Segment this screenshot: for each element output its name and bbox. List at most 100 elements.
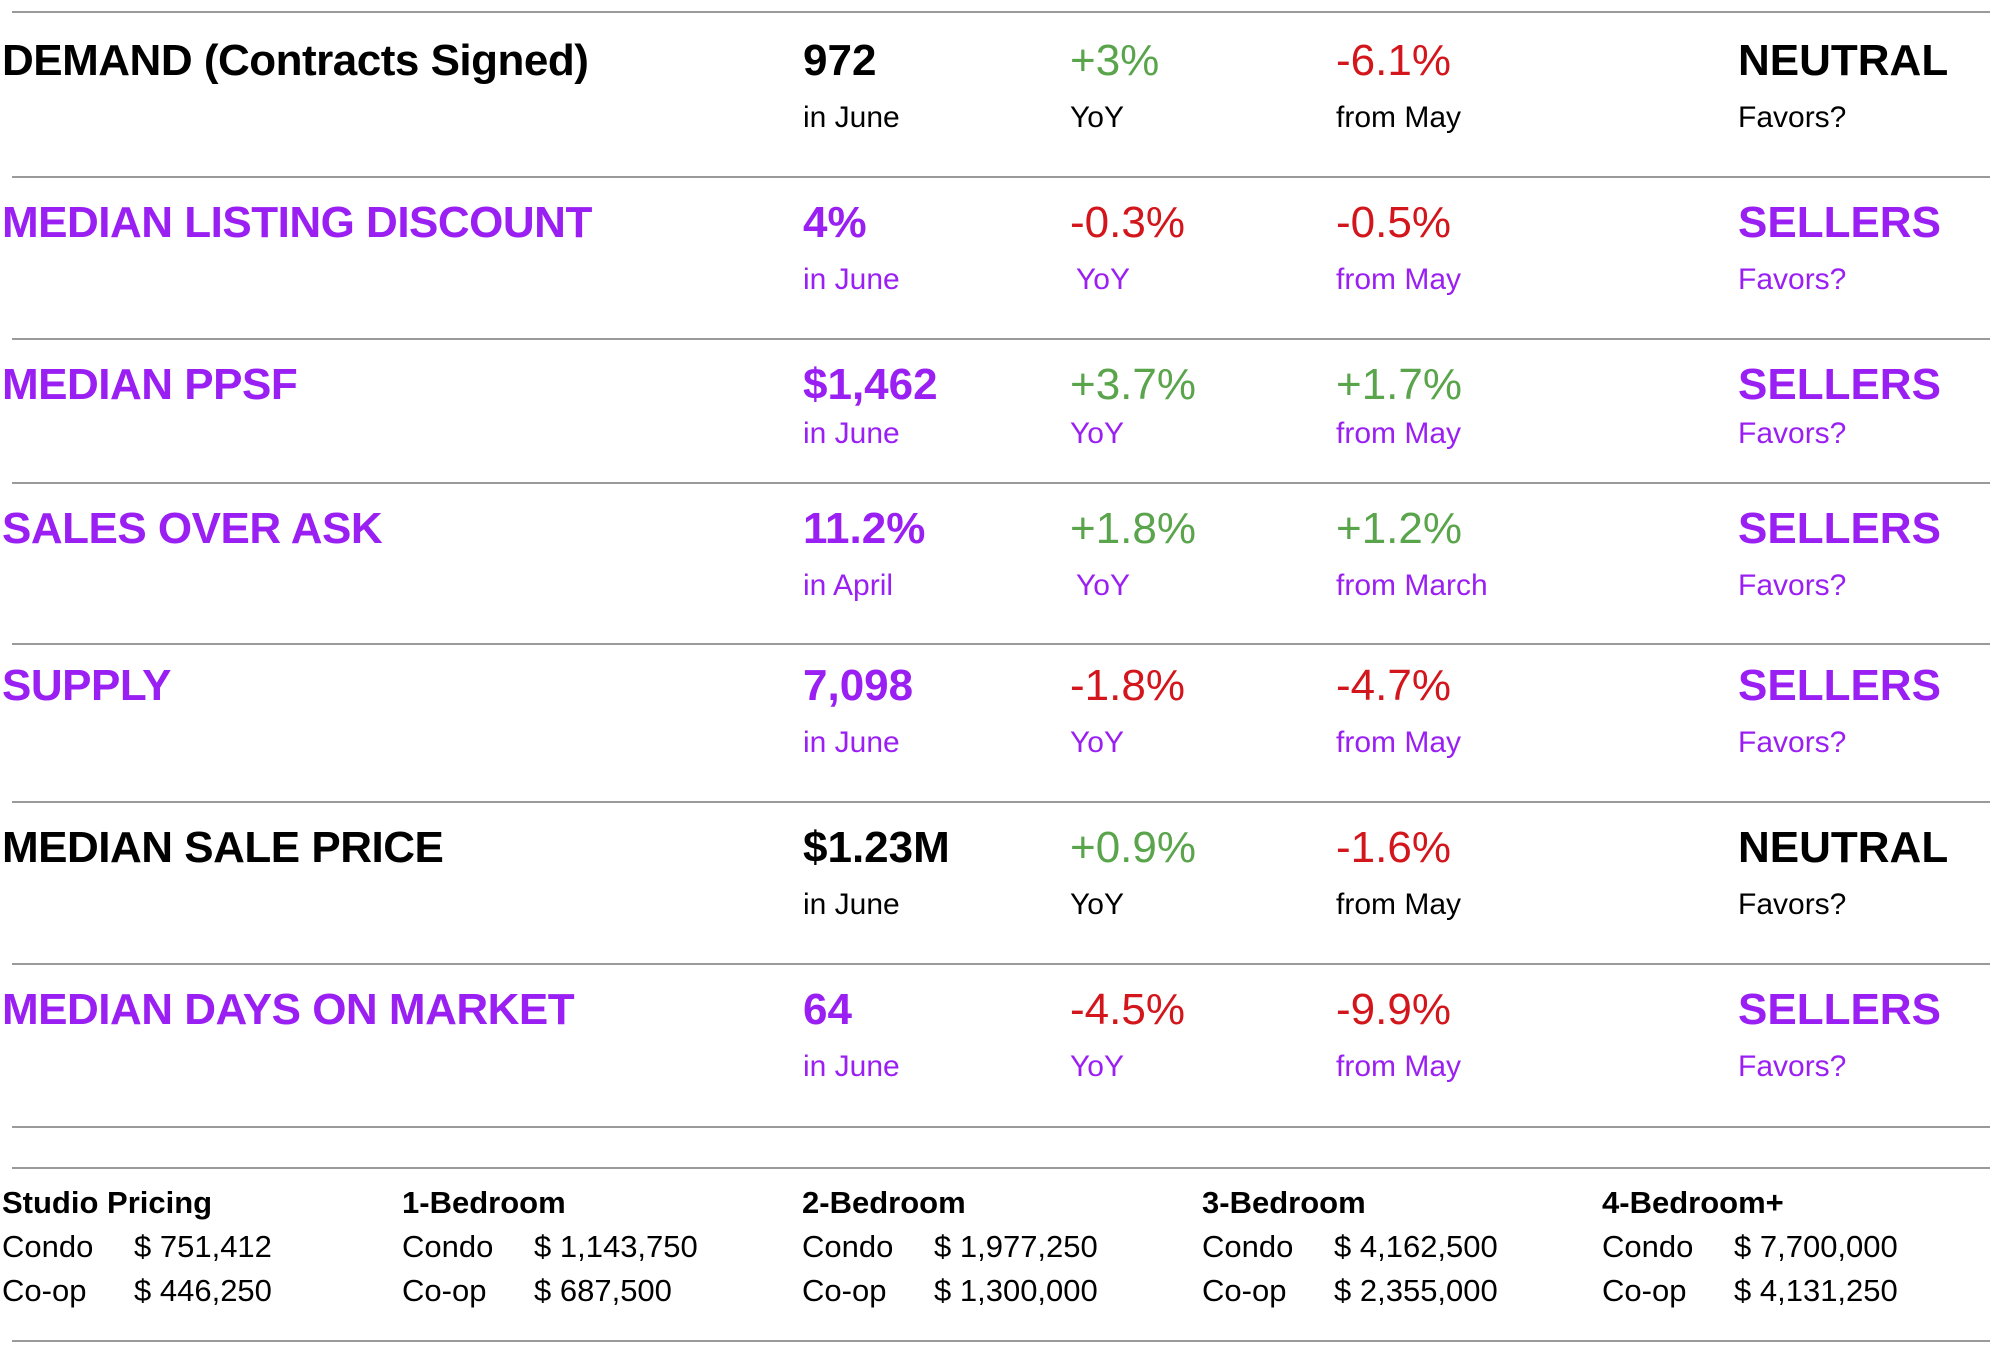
metric-mom-label: from May (1336, 1050, 1462, 1083)
metric-yoy: -1.8% (1070, 661, 1185, 710)
pricing-condo-label: Condo (1602, 1229, 1694, 1264)
metric-mom: -9.9% (1336, 985, 1451, 1034)
pricing-coop-value: $ 446,250 (134, 1273, 272, 1308)
divider (12, 963, 1990, 965)
divider (12, 801, 1990, 803)
pricing-coop-value: $ 2,355,000 (1334, 1273, 1498, 1308)
metric-label: SUPPLY (2, 661, 172, 710)
pricing-condo-label: Condo (802, 1229, 894, 1264)
metric-favors: SELLERS (1738, 985, 1941, 1034)
pricing-coop-value: $ 1,300,000 (934, 1273, 1098, 1308)
divider (12, 1167, 1990, 1169)
divider (12, 1340, 1990, 1342)
metric-yoy: -4.5% (1070, 985, 1185, 1034)
metric-label: MEDIAN DAYS ON MARKET (2, 985, 575, 1034)
metric-value: 64 (803, 985, 852, 1034)
divider (12, 643, 1990, 645)
metric-period: in June (803, 263, 900, 296)
metric-favors: SELLERS (1738, 360, 1941, 409)
divider (12, 1126, 1990, 1128)
metric-yoy-label: YoY (1076, 569, 1130, 602)
pricing-coop-label: Co-op (802, 1273, 887, 1308)
metric-mom-label: from May (1336, 888, 1462, 921)
metric-period: in June (803, 1050, 900, 1083)
pricing-coop-label: Co-op (1202, 1273, 1287, 1308)
pricing-coop-value: $ 687,500 (534, 1273, 672, 1308)
metric-value: $1,462 (803, 360, 938, 409)
metric-favors: SELLERS (1738, 198, 1941, 247)
metric-yoy: -0.3% (1070, 198, 1185, 247)
metric-mom: -1.6% (1336, 823, 1451, 872)
metric-mom-label: from May (1336, 263, 1462, 296)
divider (12, 176, 1990, 178)
metric-label: MEDIAN SALE PRICE (2, 823, 444, 872)
metric-yoy: +3.7% (1070, 360, 1196, 409)
metric-favors-label: Favors? (1738, 263, 1847, 296)
metric-favors: NEUTRAL (1738, 823, 1949, 872)
pricing-condo-label: Condo (1202, 1229, 1294, 1264)
divider (12, 338, 1990, 340)
metric-row-days-on-market: MEDIAN DAYS ON MARKET 64 in June -4.5% Y… (0, 988, 1999, 1148)
pricing-title: Studio Pricing (2, 1185, 213, 1220)
metric-favors-label: Favors? (1738, 101, 1847, 134)
metric-label: MEDIAN PPSF (2, 360, 298, 409)
metric-favors-label: Favors? (1738, 1050, 1847, 1083)
metric-period: in April (803, 569, 894, 602)
metric-row-sales-over-ask: SALES OVER ASK 11.2% in April +1.8% YoY … (0, 507, 1999, 667)
metric-label: DEMAND (Contracts Signed) (2, 36, 589, 85)
metric-row-supply: SUPPLY 7,098 in June -1.8% YoY -4.7% fro… (0, 664, 1999, 824)
metric-favors-label: Favors? (1738, 888, 1847, 921)
pricing-coop-label: Co-op (1602, 1273, 1687, 1308)
metric-value: 4% (803, 198, 867, 247)
metric-mom: -0.5% (1336, 198, 1451, 247)
metric-favors-label: Favors? (1738, 417, 1847, 450)
metric-row-ppsf: MEDIAN PPSF $1,462 in June +3.7% YoY +1.… (0, 363, 1999, 523)
metric-yoy-label: YoY (1076, 263, 1130, 296)
metric-favors: SELLERS (1738, 661, 1941, 710)
divider (12, 482, 1990, 484)
metric-yoy: +0.9% (1070, 823, 1196, 872)
metric-yoy-label: YoY (1070, 417, 1124, 450)
metric-yoy: +3% (1070, 36, 1160, 85)
metric-mom: +1.7% (1336, 360, 1462, 409)
metric-value: $1.23M (803, 823, 950, 872)
metric-mom-label: from May (1336, 417, 1462, 450)
pricing-title: 4-Bedroom+ (1602, 1185, 1784, 1220)
metric-value: 7,098 (803, 661, 914, 710)
metric-mom-label: from March (1336, 569, 1488, 602)
metric-value: 972 (803, 36, 877, 85)
metric-period: in June (803, 417, 900, 450)
metric-favors-label: Favors? (1738, 569, 1847, 602)
metric-period: in June (803, 101, 900, 134)
pricing-condo-label: Condo (2, 1229, 94, 1264)
pricing-coop-value: $ 4,131,250 (1734, 1273, 1898, 1308)
metric-mom: -4.7% (1336, 661, 1451, 710)
pricing-coop-label: Co-op (402, 1273, 487, 1308)
metric-yoy-label: YoY (1070, 1050, 1124, 1083)
pricing-condo-label: Condo (402, 1229, 494, 1264)
divider (12, 11, 1990, 13)
pricing-condo-value: $ 4,162,500 (1334, 1229, 1498, 1264)
metric-row-listing-discount: MEDIAN LISTING DISCOUNT 4% in June -0.3%… (0, 201, 1999, 361)
pricing-condo-value: $ 1,977,250 (934, 1229, 1098, 1264)
metric-period: in June (803, 726, 900, 759)
metric-label: SALES OVER ASK (2, 504, 383, 553)
pricing-title: 3-Bedroom (1202, 1185, 1366, 1220)
pricing-condo-value: $ 751,412 (134, 1229, 272, 1264)
metric-favors: NEUTRAL (1738, 36, 1949, 85)
metric-yoy-label: YoY (1070, 101, 1124, 134)
pricing-coop-label: Co-op (2, 1273, 87, 1308)
metric-favors: SELLERS (1738, 504, 1941, 553)
metric-yoy: +1.8% (1070, 504, 1196, 553)
metric-label: MEDIAN LISTING DISCOUNT (2, 198, 592, 247)
metric-row-median-sale-price: MEDIAN SALE PRICE $1.23M in June +0.9% Y… (0, 826, 1999, 986)
pricing-title: 1-Bedroom (402, 1185, 566, 1220)
metric-mom-label: from May (1336, 726, 1462, 759)
metric-mom: -6.1% (1336, 36, 1451, 85)
pricing-title: 2-Bedroom (802, 1185, 966, 1220)
metric-yoy-label: YoY (1070, 726, 1124, 759)
metric-value: 11.2% (803, 504, 926, 553)
metric-period: in June (803, 888, 900, 921)
metric-yoy-label: YoY (1070, 888, 1124, 921)
pricing-condo-value: $ 7,700,000 (1734, 1229, 1898, 1264)
